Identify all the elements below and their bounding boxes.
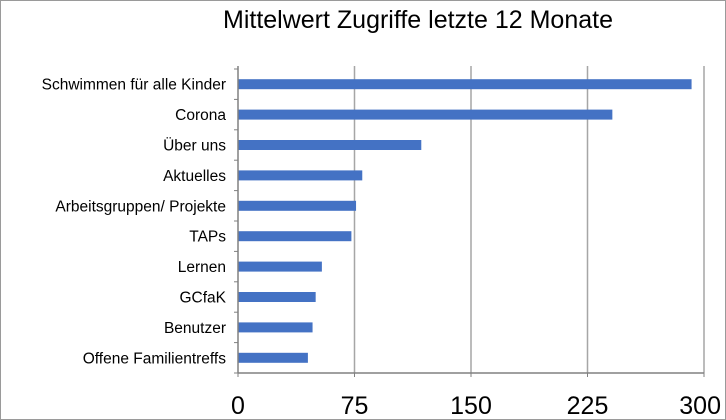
y-tick-label: Offene Familientreffs xyxy=(83,350,227,367)
x-tick-label: 75 xyxy=(341,392,369,419)
x-tick-label: 300 xyxy=(679,392,721,419)
y-tick-label: Arbeitsgruppen/ Projekte xyxy=(55,198,226,215)
bar xyxy=(238,292,316,302)
y-tick-label: Über uns xyxy=(163,137,226,155)
bar xyxy=(238,109,613,120)
bar xyxy=(238,200,357,211)
y-tick-label: Benutzer xyxy=(164,320,226,337)
y-tick-label: Corona xyxy=(175,107,226,124)
x-tick-label: 0 xyxy=(231,392,245,419)
x-tick-label: 150 xyxy=(450,392,492,419)
y-tick-label: Schwimmen für alle Kinder xyxy=(42,77,226,94)
bar xyxy=(238,79,692,90)
bar xyxy=(238,231,352,242)
x-tick-label: 225 xyxy=(567,392,609,419)
y-tick-label: TAPs xyxy=(189,229,226,246)
bar xyxy=(238,322,313,333)
chart-title: Mittelwert Zugriffe letzte 12 Monate xyxy=(223,6,613,34)
y-tick-label: Lernen xyxy=(178,259,226,276)
bar xyxy=(238,261,322,272)
bar xyxy=(238,352,308,363)
y-tick-label: GCfaK xyxy=(179,290,226,307)
bar xyxy=(238,140,422,150)
y-tick-label: Aktuelles xyxy=(163,168,226,185)
bar xyxy=(238,170,363,181)
